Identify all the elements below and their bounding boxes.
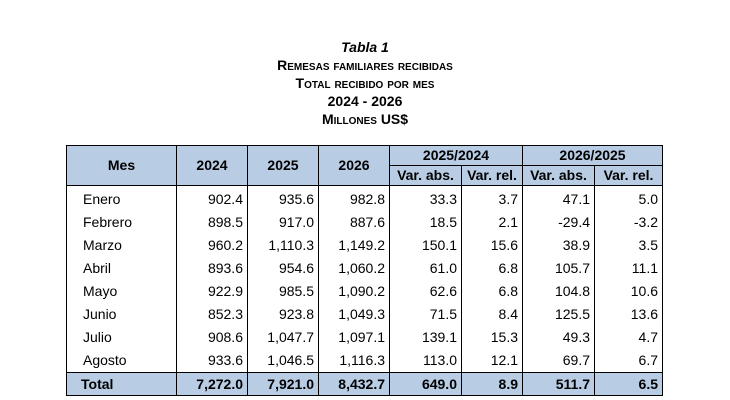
cell-var-abs-2: 105.7	[522, 257, 595, 280]
table-row: Mayo 922.9 985.5 1,090.2 62.6 6.8 104.8 10.6	[66, 280, 663, 303]
total-2024: 7,272.0	[176, 372, 248, 396]
cell-value-2024: 933.6	[176, 349, 248, 373]
cell-value-2026: 887.6	[318, 211, 390, 234]
cell-month: Julio	[66, 326, 177, 349]
cell-var-abs-2: 38.9	[522, 234, 595, 257]
cell-var-abs-1: 62.6	[389, 280, 462, 303]
cell-var-rel-1: 6.8	[461, 257, 523, 280]
cell-var-abs-1: 71.5	[389, 303, 462, 326]
table-row: Abril 893.6 954.6 1,060.2 61.0 6.8 105.7 11.1	[66, 257, 663, 280]
cell-var-abs-2: 47.1	[522, 185, 595, 211]
cell-month: Enero	[66, 185, 177, 211]
cell-var-rel-2: 6.7	[594, 349, 663, 373]
cell-value-2025: 954.6	[247, 257, 319, 280]
cell-value-2024: 893.6	[176, 257, 248, 280]
cell-value-2025: 917.0	[247, 211, 319, 234]
table-row: Junio 852.3 923.8 1,049.3 71.5 8.4 125.5 13.6	[66, 303, 663, 326]
cell-value-2026: 1,049.3	[318, 303, 390, 326]
cell-var-rel-2: 10.6	[594, 280, 663, 303]
caption-units: Millones US$	[321, 111, 409, 127]
cell-month: Marzo	[66, 234, 177, 257]
cell-value-2025: 1,110.3	[247, 234, 319, 257]
cell-var-abs-1: 18.5	[389, 211, 462, 234]
cell-value-2024: 922.9	[176, 280, 248, 303]
cell-var-abs-1: 61.0	[389, 257, 462, 280]
cell-var-rel-2: 5.0	[594, 185, 663, 211]
remittances-table: Mes 2024 2025 2026 2025/2024 2026/2025 V…	[66, 145, 663, 396]
cell-value-2024: 908.6	[176, 326, 248, 349]
table-number: Tabla 1	[341, 39, 389, 55]
caption-period: 2024 - 2026	[327, 93, 403, 109]
cell-var-abs-2: 49.3	[522, 326, 595, 349]
cell-var-abs-1: 150.1	[389, 234, 462, 257]
header-2026: 2026	[318, 145, 390, 186]
cell-var-abs-1: 33.3	[389, 185, 462, 211]
cell-var-abs-2: 104.8	[522, 280, 595, 303]
cell-value-2024: 960.2	[176, 234, 248, 257]
cell-var-abs-1: 113.0	[389, 349, 462, 373]
total-var-rel-1: 8.9	[461, 372, 523, 396]
cell-var-abs-2: 69.7	[522, 349, 595, 373]
cell-value-2026: 1,116.3	[318, 349, 390, 373]
table-row: Julio 908.6 1,047.7 1,097.1 139.1 15.3 49.3 4.7	[66, 326, 663, 349]
cell-value-2024: 898.5	[176, 211, 248, 234]
cell-var-rel-2: 13.6	[594, 303, 663, 326]
header-var-abs-2: Var. abs.	[522, 165, 595, 186]
header-2025: 2025	[247, 145, 319, 186]
total-var-abs-2: 511.7	[522, 372, 595, 396]
cell-var-rel-2: 4.7	[594, 326, 663, 349]
header-2024: 2024	[176, 145, 248, 186]
total-row: Total 7,272.0 7,921.0 8,432.7 649.0 8.9 …	[66, 372, 663, 396]
cell-month: Febrero	[66, 211, 177, 234]
cell-var-rel-2: 3.5	[594, 234, 663, 257]
cell-value-2025: 935.6	[247, 185, 319, 211]
cell-value-2026: 1,060.2	[318, 257, 390, 280]
cell-var-rel-1: 15.3	[461, 326, 523, 349]
cell-value-2024: 902.4	[176, 185, 248, 211]
cell-var-abs-2: -29.4	[522, 211, 595, 234]
cell-value-2026: 982.8	[318, 185, 390, 211]
table-row: Enero 902.4 935.6 982.8 33.3 3.7 47.1 5.0	[66, 185, 663, 211]
cell-value-2026: 1,090.2	[318, 280, 390, 303]
cell-var-rel-2: 11.1	[594, 257, 663, 280]
cell-var-abs-1: 139.1	[389, 326, 462, 349]
cell-value-2024: 852.3	[176, 303, 248, 326]
total-var-abs-1: 649.0	[389, 372, 462, 396]
cell-month: Junio	[66, 303, 177, 326]
cell-var-rel-1: 3.7	[461, 185, 523, 211]
cell-value-2025: 923.8	[247, 303, 319, 326]
header-group-2026-2025: 2026/2025	[522, 145, 663, 166]
caption-subtitle: Total recibido por mes	[295, 75, 435, 91]
table-row: Marzo 960.2 1,110.3 1,149.2 150.1 15.6 38.9 3.5	[66, 234, 663, 257]
cell-var-rel-1: 8.4	[461, 303, 523, 326]
cell-var-rel-1: 2.1	[461, 211, 523, 234]
cell-value-2025: 1,046.5	[247, 349, 319, 373]
table-caption: Tabla 1 Remesas familiares recibidas Tot…	[0, 38, 730, 128]
header-var-rel-2: Var. rel.	[594, 165, 663, 186]
cell-month: Mayo	[66, 280, 177, 303]
header-group-2025-2024: 2025/2024	[389, 145, 523, 166]
cell-value-2026: 1,149.2	[318, 234, 390, 257]
total-2026: 8,432.7	[318, 372, 390, 396]
header-var-abs-1: Var. abs.	[389, 165, 462, 186]
cell-value-2026: 1,097.1	[318, 326, 390, 349]
cell-var-rel-1: 15.6	[461, 234, 523, 257]
caption-title: Remesas familiares recibidas	[277, 57, 453, 73]
total-var-rel-2: 6.5	[594, 372, 663, 396]
cell-value-2025: 985.5	[247, 280, 319, 303]
cell-value-2025: 1,047.7	[247, 326, 319, 349]
cell-var-abs-2: 125.5	[522, 303, 595, 326]
header-mes: Mes	[66, 145, 177, 186]
total-2025: 7,921.0	[247, 372, 319, 396]
table-row: Febrero 898.5 917.0 887.6 18.5 2.1 -29.4 -3.2	[66, 211, 663, 234]
cell-var-rel-2: -3.2	[594, 211, 663, 234]
header-var-rel-1: Var. rel.	[461, 165, 523, 186]
cell-var-rel-1: 12.1	[461, 349, 523, 373]
cell-month: Abril	[66, 257, 177, 280]
cell-var-rel-1: 6.8	[461, 280, 523, 303]
total-label: Total	[66, 372, 177, 396]
cell-month: Agosto	[66, 349, 177, 373]
table-row: Agosto 933.6 1,046.5 1,116.3 113.0 12.1 69.7 6.…	[66, 349, 663, 373]
